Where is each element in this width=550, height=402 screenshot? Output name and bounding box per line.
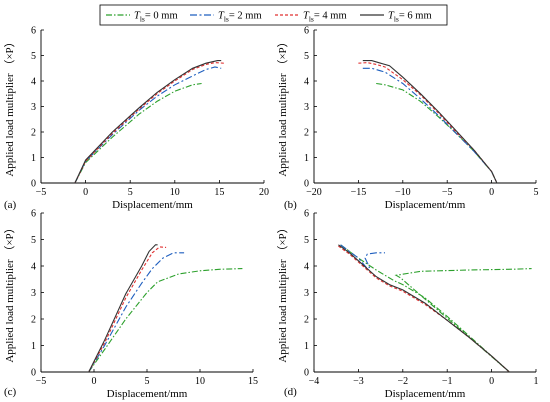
y-tick-label: 6 xyxy=(31,209,36,220)
y-tick-label: 4 xyxy=(31,77,36,88)
x-tick-label: 5 xyxy=(534,187,539,198)
x-tick-label: −4 xyxy=(309,376,320,387)
series-line-1 xyxy=(74,66,222,183)
x-tick-label: 15 xyxy=(248,376,258,387)
y-tick-label: 2 xyxy=(304,128,309,139)
y-tick-label: 1 xyxy=(304,341,309,352)
x-tick-label: 10 xyxy=(195,376,205,387)
y-tick-label: 0 xyxy=(304,368,309,379)
series-line-1 xyxy=(340,244,385,270)
x-tick-label: −5 xyxy=(36,187,47,198)
y-tick-label: 1 xyxy=(304,153,309,164)
series-line-3 xyxy=(338,244,510,372)
x-tick-label: −5 xyxy=(442,187,453,198)
x-tick-label: −1 xyxy=(442,376,453,387)
x-tick-label: −3 xyxy=(353,376,364,387)
x-axis-label: Displacement/mm xyxy=(385,199,466,211)
series-line-0 xyxy=(340,244,532,372)
series-line-3 xyxy=(74,60,222,183)
series-line-2 xyxy=(74,62,224,183)
x-tick-label: −10 xyxy=(395,187,411,198)
y-tick-label: 5 xyxy=(31,235,36,246)
legend-label: Tls= 4 mm xyxy=(303,11,347,24)
x-tick-label: −15 xyxy=(351,187,367,198)
y-tick-label: 1 xyxy=(31,153,36,164)
y-axis-label: Applied load multiplier （×P） xyxy=(276,222,289,362)
x-tick-label: 0 xyxy=(489,187,494,198)
panel-letter: (b) xyxy=(284,199,297,211)
y-tick-label: 0 xyxy=(31,179,36,190)
legend-box xyxy=(99,4,448,26)
panel-d: −4 −3 −2 −1 0 1 0 1 2 3 4 5 6 Displacement/mm Applied … xyxy=(276,209,539,401)
panel-letter: (d) xyxy=(284,386,297,398)
x-axis-label: Displacement/mm xyxy=(112,199,193,211)
x-tick-label: −2 xyxy=(397,376,408,387)
panel-b: −20 −15 −10 −5 0 5 0 1 2 3 4 5 6 Displacement/mm Appli… xyxy=(276,26,539,212)
y-tick-label: 2 xyxy=(31,128,36,139)
y-tick-label: 5 xyxy=(304,235,309,246)
y-axis-label: Applied load multiplier （×P） xyxy=(276,36,289,176)
series-line-0 xyxy=(376,82,498,183)
panel-a: −5 0 5 10 15 200123456Displacement/mmApplied … xyxy=(3,26,269,212)
y-tick-label: 4 xyxy=(31,262,36,273)
x-tick-label: 10 xyxy=(170,187,180,198)
y-tick-label: 6 xyxy=(304,209,309,220)
x-tick-label: 1 xyxy=(534,376,539,387)
legend: Tls= 0 mm Tls= 2 mm Tls= 4 mm Tls= 6 mm xyxy=(99,4,448,26)
y-tick-label: 2 xyxy=(31,315,36,326)
y-tick-label: 3 xyxy=(31,102,36,113)
y-tick-label: 5 xyxy=(304,51,309,62)
x-tick-label: 0 xyxy=(489,376,494,387)
x-tick-label: 5 xyxy=(145,376,150,387)
panel-letter: (c) xyxy=(4,386,17,398)
legend-entry: Tls= 2 mm xyxy=(190,11,262,24)
series-line-1 xyxy=(362,67,498,183)
y-tick-label: 0 xyxy=(31,368,36,379)
x-tick-label: 5 xyxy=(128,187,133,198)
x-tick-label: 15 xyxy=(214,187,224,198)
legend-entry: Tls= 4 mm xyxy=(275,11,347,24)
series-line-0 xyxy=(74,82,202,183)
x-tick-label: −5 xyxy=(36,376,47,387)
series-line-2 xyxy=(88,246,167,372)
x-tick-label: 0 xyxy=(92,376,97,387)
y-tick-label: 3 xyxy=(304,102,309,113)
series-line-3 xyxy=(362,60,498,183)
y-axis-label: Applied load multiplier （×P） xyxy=(3,222,16,362)
y-tick-label: 5 xyxy=(31,51,36,62)
y-tick-label: 3 xyxy=(304,288,309,299)
y-tick-label: 4 xyxy=(304,77,309,88)
y-tick-label: 2 xyxy=(304,315,309,326)
legend-label: Tls= 6 mm xyxy=(388,11,432,24)
x-axis-label: Displacement/mm xyxy=(385,388,466,400)
legend-label: Tls= 0 mm xyxy=(134,11,178,24)
y-tick-label: 6 xyxy=(31,26,36,37)
x-tick-label: 20 xyxy=(259,187,269,198)
x-tick-label: 0 xyxy=(83,187,88,198)
y-tick-label: 3 xyxy=(31,288,36,299)
y-axis-label: Applied load multiplier （×P） xyxy=(3,36,16,176)
y-tick-label: 6 xyxy=(304,26,309,37)
panel-letter: (a) xyxy=(4,199,17,211)
series-line-0 xyxy=(88,268,243,372)
legend-entry: Tls= 6 mm xyxy=(360,11,432,24)
series-line-3 xyxy=(88,244,158,372)
legend-label: Tls= 2 mm xyxy=(218,11,262,24)
legend-entry: Tls= 0 mm xyxy=(106,11,178,24)
y-tick-label: 0 xyxy=(304,179,309,190)
x-axis-label: Displacement/mm xyxy=(107,388,188,400)
x-tick-label: −20 xyxy=(306,187,322,198)
series-line-2 xyxy=(358,62,498,183)
series-line-1 xyxy=(88,252,185,372)
y-tick-label: 1 xyxy=(31,341,36,352)
y-tick-label: 4 xyxy=(304,262,309,273)
